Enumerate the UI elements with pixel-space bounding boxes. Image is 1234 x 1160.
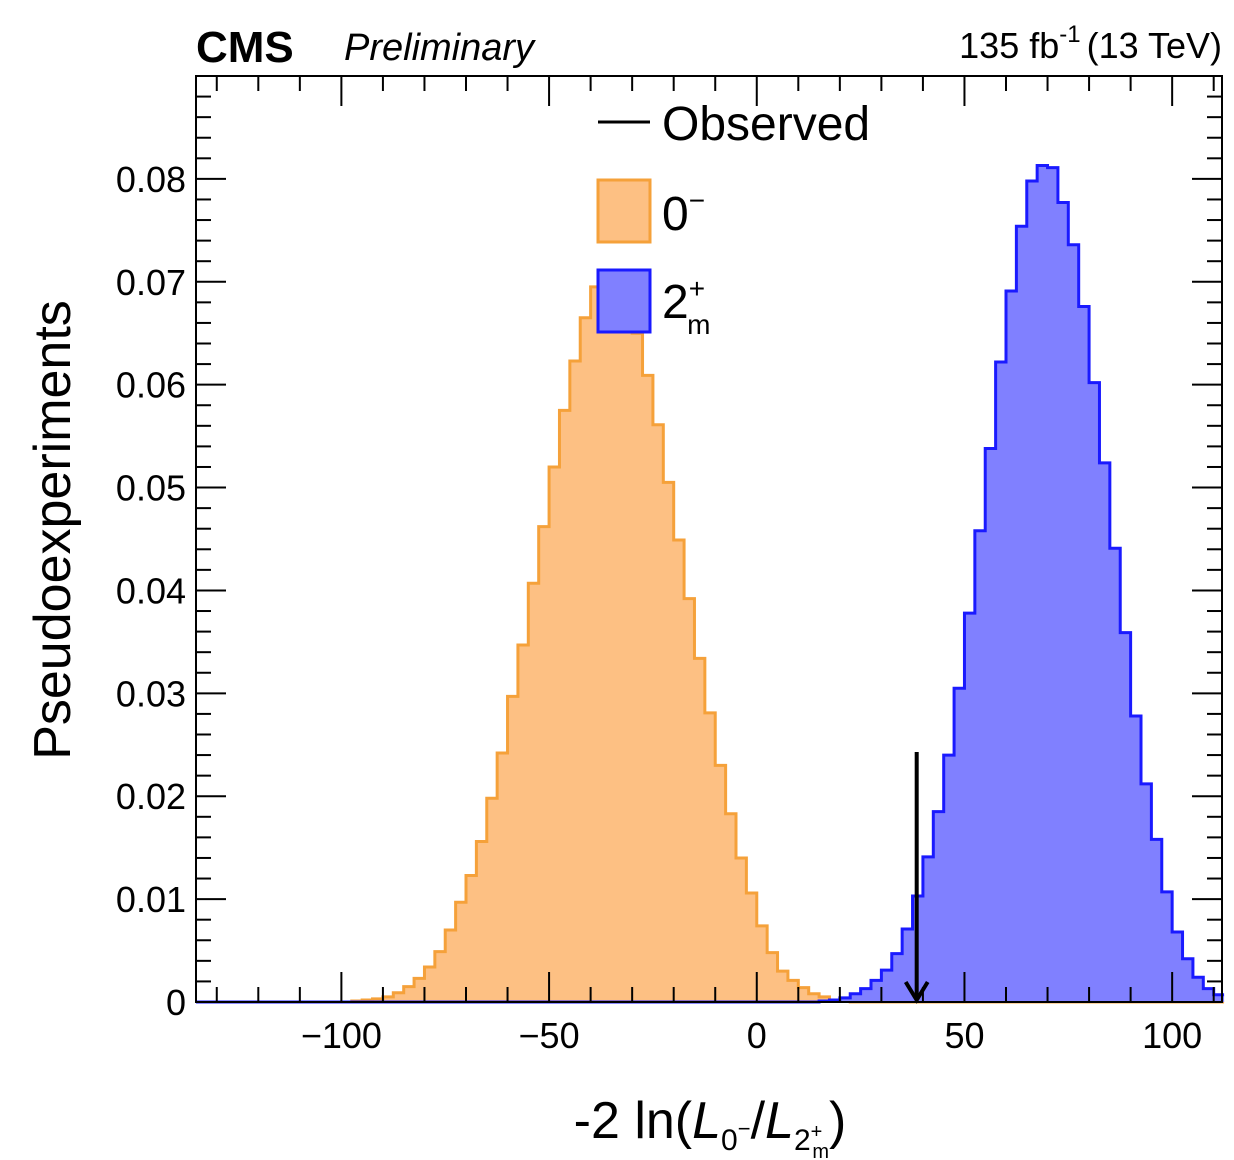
experiment-label: CMS — [196, 23, 294, 72]
legend-observed-label: Observed — [662, 98, 870, 151]
y-tick-label: 0.07 — [116, 262, 186, 303]
lumi-label: 135 fb-1 (13 TeV) — [959, 21, 1222, 66]
observed-arrow-head — [903, 980, 930, 1004]
legend-0minus-swatch — [596, 178, 652, 244]
observed-marker — [903, 751, 930, 1004]
y-tick-label: 0 — [166, 982, 186, 1023]
y-tick-label: 0.08 — [116, 159, 186, 200]
series-0minus-fill — [196, 278, 1225, 1002]
status-label: Preliminary — [344, 27, 536, 69]
x-tick-label: 50 — [944, 1015, 984, 1056]
histogram-layer — [196, 164, 1225, 1004]
y-tick-label: 0.02 — [116, 776, 186, 817]
x-tick-label: 100 — [1142, 1015, 1202, 1056]
legend-2plus-m-swatch — [596, 268, 652, 334]
axes: −100 −50 0 50 100 0 0.01 0.02 0.03 0.04 0.05 0.06 0.… — [116, 75, 1223, 1056]
legend-0minus-label: 0− — [662, 185, 705, 241]
x-tick-label: −50 — [519, 1015, 580, 1056]
y-axis-label: Pseudoexperiments — [24, 300, 82, 760]
y-tick-label: 0.06 — [116, 365, 186, 406]
y-tick-label: 0.05 — [116, 468, 186, 509]
plot-frame — [195, 75, 1223, 1003]
legend-2plus-m-label: 2+ m — [662, 273, 710, 340]
y-tick-label: 0.01 — [116, 879, 186, 920]
y-tick-label: 0.03 — [116, 673, 186, 714]
y-tick-label: 0.04 — [116, 570, 186, 611]
legend: Observed 0− 2+ m — [596, 98, 870, 340]
x-axis-label: -2 ln(L0−/L2+ m) — [574, 1092, 847, 1160]
series-2plus_m-fill — [196, 165, 1225, 1003]
x-tick-label: −100 — [301, 1015, 382, 1056]
x-tick-label: 0 — [747, 1015, 767, 1056]
